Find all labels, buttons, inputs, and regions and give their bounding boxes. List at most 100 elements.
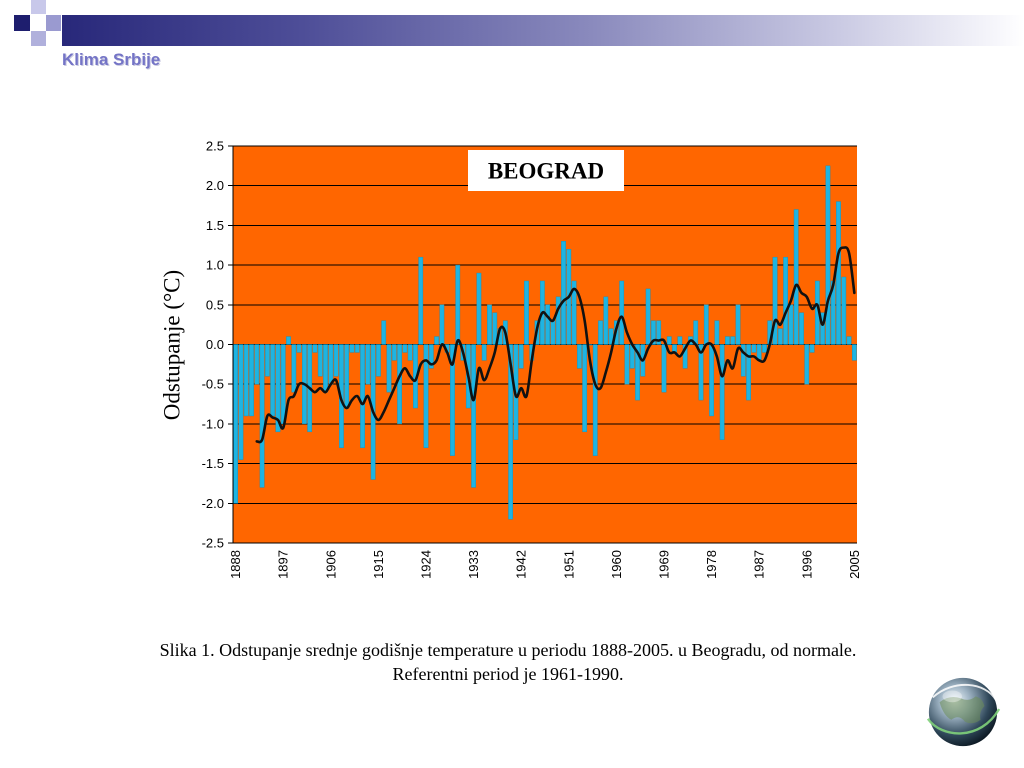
bar <box>799 312 804 345</box>
bar <box>423 344 429 448</box>
bar <box>677 336 683 345</box>
bar <box>354 344 360 353</box>
bar <box>296 344 302 353</box>
bar <box>233 344 239 504</box>
bar <box>508 344 513 520</box>
x-tick-label: 1933 <box>466 550 481 579</box>
bar <box>788 304 794 345</box>
x-tick-label: 1888 <box>228 550 243 579</box>
bar <box>418 256 424 345</box>
bar <box>360 344 365 448</box>
bar <box>571 280 577 345</box>
bar <box>450 344 455 456</box>
x-tick-label: 1897 <box>276 550 291 579</box>
bar <box>249 344 254 417</box>
bar <box>666 336 672 345</box>
bar <box>719 344 725 440</box>
header-square-lavender <box>46 15 61 31</box>
y-tick-label: 1.5 <box>206 218 224 233</box>
bar <box>762 344 767 353</box>
bar <box>428 344 434 369</box>
bar <box>682 344 688 369</box>
y-tick-label: -1.0 <box>202 416 224 431</box>
bar <box>365 344 371 385</box>
bar <box>328 344 334 385</box>
bar <box>809 344 815 353</box>
chart-title: BEOGRAD <box>488 159 604 184</box>
x-tick-label: 2005 <box>847 550 862 579</box>
bar <box>783 256 788 345</box>
bar <box>492 312 498 345</box>
bar <box>238 344 244 460</box>
x-tick-label: 1969 <box>656 550 671 579</box>
globe-icon <box>926 677 1001 747</box>
bar <box>349 344 355 353</box>
bar <box>577 344 582 369</box>
x-tick-label: 1924 <box>419 550 434 579</box>
y-axis-title: Odstupanje (°C) <box>160 270 185 420</box>
page-title: Klima Srbije <box>62 50 161 69</box>
bar <box>592 344 598 456</box>
bar <box>545 304 551 345</box>
header-square-navy <box>14 15 30 31</box>
bar <box>820 312 826 345</box>
bar <box>397 344 402 425</box>
y-tick-label: -2.5 <box>202 536 224 551</box>
x-tick-label: 1987 <box>752 550 767 579</box>
bar <box>804 344 810 385</box>
header-square-lavender <box>31 0 46 14</box>
bar <box>656 320 662 345</box>
bar <box>402 344 408 353</box>
bar <box>439 304 445 345</box>
x-tick-label: 1960 <box>609 550 624 579</box>
x-tick-label: 1942 <box>514 550 529 579</box>
bar <box>259 344 265 488</box>
bar <box>841 276 847 345</box>
header-gradient-band <box>62 15 1024 46</box>
bar <box>582 344 588 433</box>
bar <box>291 344 297 393</box>
bar <box>651 320 656 345</box>
bar <box>455 264 461 345</box>
bar <box>645 288 651 345</box>
bar <box>661 344 667 393</box>
bar <box>846 336 852 345</box>
line-series <box>255 246 856 444</box>
bar <box>243 344 249 417</box>
bar <box>312 344 318 353</box>
bar <box>286 336 291 345</box>
bar <box>471 344 476 488</box>
bar <box>598 320 603 345</box>
bar <box>825 165 831 345</box>
bar <box>270 344 276 417</box>
bar <box>619 280 625 345</box>
y-tick-label: 1.0 <box>206 258 224 273</box>
y-tick-label: -1.5 <box>202 456 224 471</box>
y-tick-label: 0.0 <box>206 337 224 352</box>
bar <box>735 304 741 345</box>
bar <box>323 344 328 393</box>
bar <box>714 320 720 345</box>
bar <box>391 344 397 361</box>
bar <box>793 209 799 345</box>
bar <box>772 256 778 345</box>
bar <box>703 304 709 345</box>
caption-line-1: Slika 1. Odstupanje srednje godišnje tem… <box>159 640 857 660</box>
chart-title-box: BEOGRAD <box>468 150 624 191</box>
bar <box>709 344 714 417</box>
bar <box>481 344 487 361</box>
x-tick-label: 1906 <box>323 550 338 579</box>
bar <box>624 344 630 385</box>
x-tick-label: 1996 <box>799 550 814 579</box>
y-tick-labels: 2.5 2.0 1.5 1.0 0.5 0.0 -0.5 -1.0 -1.5 -2.0 -2.5 <box>202 139 224 551</box>
x-tick-label: 1915 <box>371 550 386 579</box>
bar <box>487 304 492 345</box>
bar <box>518 344 524 369</box>
bar <box>603 296 609 345</box>
bar <box>555 296 561 345</box>
bar <box>561 241 566 345</box>
header-square-lavender <box>31 31 46 46</box>
chart-title-box-background <box>468 150 624 191</box>
bar <box>740 344 746 377</box>
x-tick-labels: 1888 1897 1906 1915 1924 1933 1942 1951 1960 1969… <box>228 550 862 579</box>
